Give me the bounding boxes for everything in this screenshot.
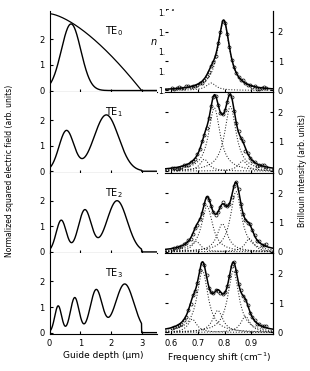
Text: 1.50: 1.50: [158, 48, 175, 57]
Text: $\rm TE_2$: $\rm TE_2$: [105, 186, 123, 200]
X-axis label: Frequency shift (cm$^{-1}$): Frequency shift (cm$^{-1}$): [167, 351, 271, 365]
X-axis label: Guide depth (μm): Guide depth (μm): [63, 351, 144, 359]
Text: $\rm TE_1$: $\rm TE_1$: [105, 105, 123, 119]
Text: Brillouin intensity (arb. units): Brillouin intensity (arb. units): [298, 114, 307, 227]
Text: $\rm TE_0$: $\rm TE_0$: [105, 24, 123, 38]
Text: $\rm TE_3$: $\rm TE_3$: [105, 266, 123, 280]
Text: 1.46: 1.46: [158, 87, 175, 96]
Text: 1.54: 1.54: [158, 9, 175, 18]
Text: 1.52: 1.52: [158, 29, 175, 38]
Text: $n$: $n$: [150, 37, 157, 47]
Text: Normalized squared electric field (arb. units): Normalized squared electric field (arb. …: [5, 85, 14, 257]
Text: 1.48: 1.48: [158, 68, 175, 77]
